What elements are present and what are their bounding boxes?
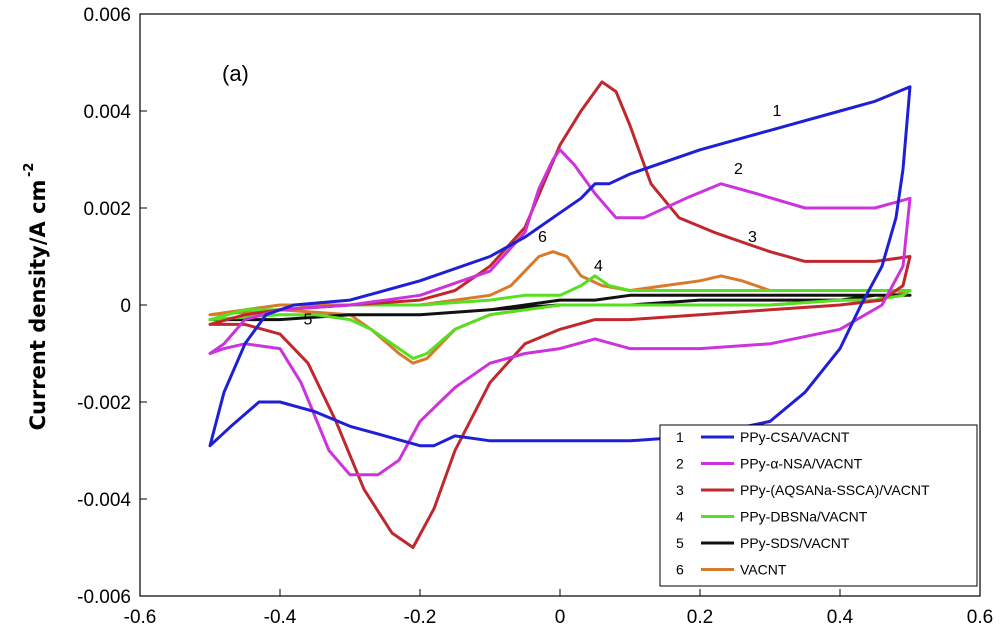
legend-label: PPy-DBSNa/VACNT — [740, 509, 868, 525]
curve-number-label: 2 — [734, 161, 743, 178]
y-axis-label-superscript: -2 — [22, 163, 37, 177]
curve-number-labels: 1 2 3 6 4 5 — [304, 103, 782, 329]
series-line-4 — [208, 274, 912, 360]
legend-number: 2 — [676, 456, 684, 472]
x-tick-label: -0.2 — [404, 607, 437, 628]
curve-number-label: 5 — [304, 311, 313, 328]
legend-label: PPy-(AQSANa-SSCA)/VACNT — [740, 482, 930, 498]
legend-label: PPy-α-NSA/VACNT — [740, 456, 863, 472]
curve-number-label: 4 — [594, 258, 603, 275]
series-line-6 — [208, 250, 912, 365]
x-tick-label: -0.4 — [264, 607, 297, 628]
y-axis-title: Current density/A cm -2 — [22, 163, 50, 431]
panel-label: (a) — [222, 61, 249, 86]
series-line-1 — [208, 85, 912, 448]
legend-number: 5 — [676, 535, 684, 551]
x-tick-label: 0.6 — [967, 607, 993, 628]
x-tick-label: -0.6 — [124, 607, 157, 628]
y-axis: -0.006 -0.004 -0.002 0 0.002 0.004 0.006 — [77, 5, 147, 608]
y-axis-label: Current density/A cm — [26, 180, 50, 431]
x-tick-label: 0.2 — [687, 607, 713, 628]
y-tick-label: 0.004 — [83, 102, 131, 123]
curve-number-label: 3 — [748, 229, 757, 246]
legend-number: 3 — [676, 482, 684, 498]
x-axis: -0.6 -0.4 -0.2 0 0.2 0.4 0.6 — [124, 589, 993, 628]
legend-number: 6 — [676, 562, 684, 578]
x-tick-label: 0 — [555, 607, 566, 628]
curve-number-label: 1 — [773, 103, 782, 120]
legend-number: 4 — [676, 509, 684, 525]
y-tick-label: -0.006 — [77, 587, 131, 608]
y-tick-label: -0.002 — [77, 393, 131, 414]
y-tick-label: 0.002 — [83, 199, 131, 220]
x-tick-label: 0.4 — [827, 607, 854, 628]
legend-number: 1 — [676, 429, 684, 445]
y-tick-label: 0.006 — [83, 5, 131, 26]
legend-box — [659, 424, 978, 587]
y-tick-label: -0.004 — [77, 490, 131, 511]
y-tick-label: 0 — [120, 296, 131, 317]
curve-number-label: 6 — [538, 229, 547, 246]
series-layer — [208, 80, 912, 549]
series-line-5 — [208, 293, 912, 322]
legend-label: PPy-SDS/VACNT — [740, 535, 850, 551]
legend-label: PPy-CSA/VACNT — [740, 429, 850, 445]
legend: 1 PPy-CSA/VACNT 2 PPy-α-NSA/VACNT 3 PPy-(AQSA… — [659, 424, 978, 587]
legend-label: VACNT — [740, 562, 787, 578]
